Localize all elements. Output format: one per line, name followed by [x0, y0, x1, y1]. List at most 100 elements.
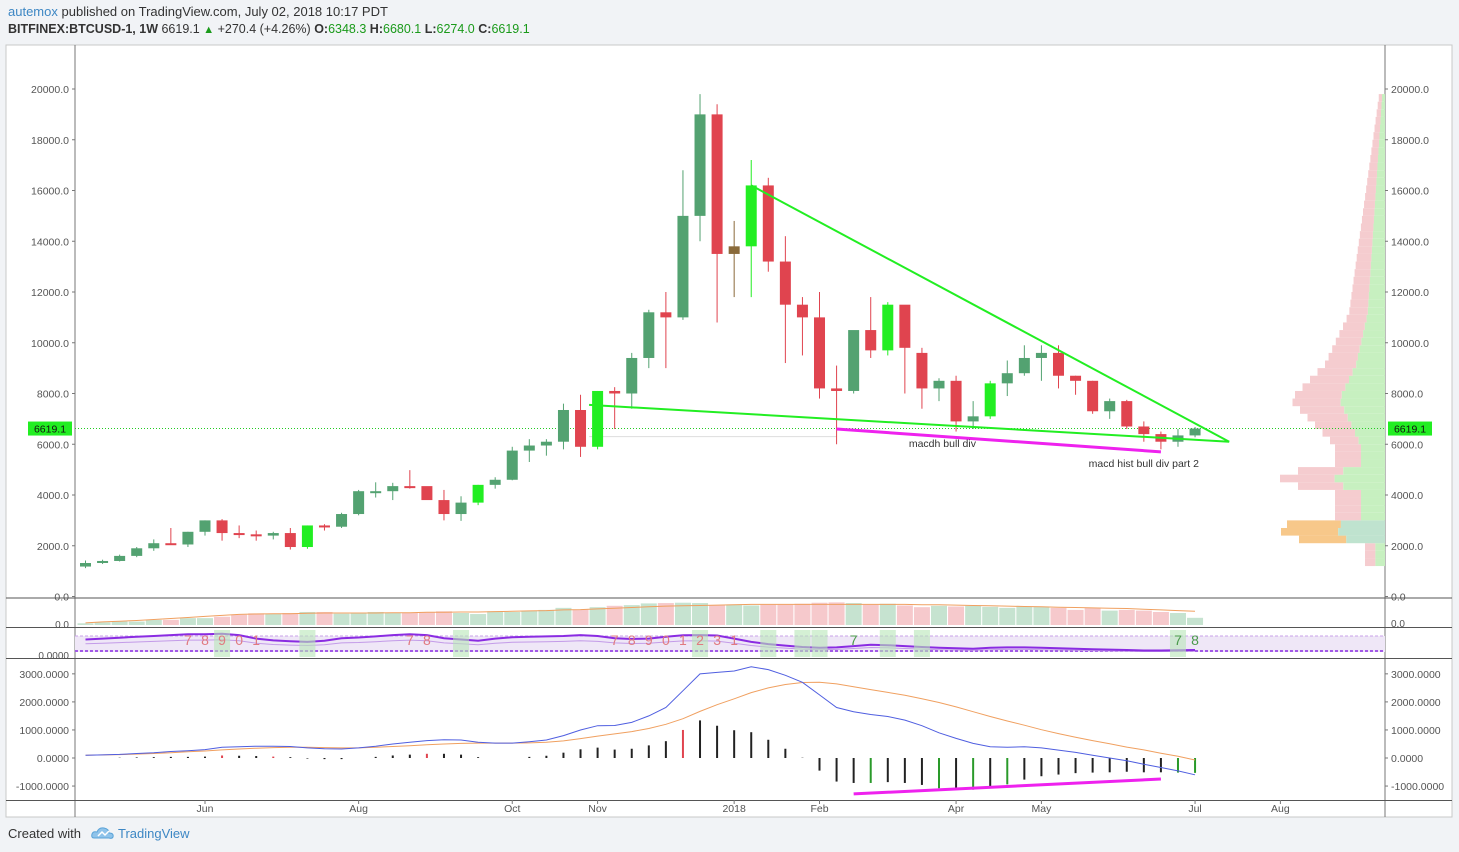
volume-profile-buy-row — [1359, 345, 1385, 353]
td-count-label: 8 — [423, 632, 431, 648]
volume-bar — [555, 607, 572, 625]
volume-profile-buy-row — [1357, 352, 1385, 361]
volume-profile-buy-row — [1343, 467, 1385, 475]
volume-profile-sell-row — [1295, 390, 1342, 399]
candle-body — [643, 312, 655, 358]
td-highlight — [214, 630, 231, 657]
price-tick-right: 20000.0 — [1391, 84, 1429, 96]
volume-profile-sell-row — [1339, 330, 1364, 338]
candle-body — [131, 548, 143, 556]
volume-profile-buy-row — [1369, 276, 1385, 285]
high-label: H: — [369, 22, 383, 36]
price-tick-left: 20000.0 — [31, 84, 69, 96]
volume-bar — [589, 607, 606, 625]
time-tick-label: Oct — [504, 803, 520, 815]
magenta-price-divergence — [836, 427, 1162, 454]
candle-body — [165, 543, 177, 546]
candle-body — [336, 514, 348, 527]
candle-body — [1035, 352, 1047, 358]
volume-profile-buy-row — [1370, 269, 1385, 277]
td-highlight — [1169, 630, 1186, 657]
price-tick-left: 4000.0 — [37, 490, 69, 502]
price-tick-left: 18000.0 — [31, 135, 69, 147]
volume-profile-buy-row — [1375, 193, 1385, 201]
volume-bar — [401, 612, 418, 625]
volume-profile-sell-row — [1335, 451, 1361, 460]
candle-body — [626, 357, 638, 394]
volume-bar — [77, 623, 94, 625]
candles — [80, 94, 1201, 569]
candle-body — [1104, 401, 1116, 412]
author-link[interactable]: autemox — [8, 4, 58, 19]
volume-bar — [487, 611, 504, 625]
td-count-label: 1 — [679, 632, 687, 648]
candle-body — [387, 486, 399, 492]
volume-profile-buy-row — [1373, 223, 1385, 232]
td-axis-label: 0.0000 — [38, 651, 69, 662]
tradingview-link[interactable]: TradingView — [118, 826, 190, 841]
volume-bar — [913, 607, 930, 625]
volume-profile-sell-row — [1368, 170, 1377, 178]
volume-profile-sell-row — [1298, 482, 1344, 490]
volume-profile-sell-row — [1280, 474, 1335, 483]
price-tick-left: 12000.0 — [31, 287, 69, 299]
footer: Created with TradingView — [8, 826, 190, 841]
volume-profile-sell-row — [1351, 292, 1369, 300]
candle-body — [489, 479, 501, 485]
candle-body — [592, 390, 604, 447]
published-text: published on TradingView.com, July 02, 2… — [61, 4, 388, 19]
volume-profile-sell-row — [1372, 139, 1379, 148]
volume-bar — [1050, 607, 1067, 625]
volume-bar — [845, 603, 862, 625]
td-count-label: 7 — [184, 632, 192, 648]
volume-profile-sell-row — [1330, 436, 1359, 445]
macd-tick-left: -1000.0000 — [16, 781, 69, 793]
volume-profile-sell-row — [1363, 208, 1375, 216]
volume-axis-label-right: 0.0 — [1391, 619, 1405, 630]
volume-profile-sell-row — [1376, 109, 1381, 117]
candle-body — [882, 304, 894, 351]
volume-profile-sell-row — [1346, 314, 1367, 323]
volume-profile-buy-row — [1370, 261, 1385, 270]
volume-profile-buy-row — [1361, 459, 1385, 468]
volume-profile-sell-row — [1377, 101, 1382, 110]
volume-profile-buy-row — [1349, 375, 1385, 384]
volume-profile-sell-row — [1365, 543, 1376, 551]
volume-profile-buy-row — [1381, 101, 1385, 110]
candle-body — [353, 491, 365, 515]
volume-profile-buy-row — [1351, 421, 1385, 430]
candle-body — [762, 185, 774, 262]
candle-body — [182, 531, 194, 545]
volume-profile-sell-row — [1335, 444, 1361, 452]
candle-body — [728, 246, 740, 254]
macd-tick-left: 2000.0000 — [19, 697, 69, 709]
volume-profile-buy-row — [1380, 109, 1385, 117]
td-count-label: 7 — [850, 632, 858, 648]
price-tick-right: 12000.0 — [1391, 287, 1429, 299]
volume-bar — [1084, 607, 1101, 625]
volume-profile-buy-row — [1340, 398, 1385, 407]
volume-profile-buy-row — [1373, 215, 1385, 224]
chart-annotation: macdh bull div — [909, 438, 977, 450]
time-tick-label: Jun — [197, 803, 214, 815]
candle-body — [796, 304, 808, 318]
volume-profile-buy-row — [1361, 505, 1385, 513]
volume-profile-sell-row — [1335, 512, 1361, 521]
volume-profile-buy-row — [1361, 451, 1385, 460]
volume-profile-sell-row — [1299, 535, 1347, 544]
macd-tick-left: 0.0000 — [37, 753, 69, 765]
td-main-line — [85, 632, 1196, 652]
volume-bar — [1016, 606, 1033, 625]
macd-tick-right: 3000.0000 — [1391, 669, 1441, 681]
volume-profile-sell-row — [1315, 421, 1352, 430]
volume-profile-buy-row — [1379, 124, 1385, 133]
volume-profile-buy-row — [1368, 299, 1385, 308]
volume-bar — [862, 604, 879, 625]
td-count-label: 0 — [662, 632, 670, 648]
volume-profile-buy-row — [1377, 162, 1385, 171]
price-tick-right: 16000.0 — [1391, 186, 1429, 198]
candle-body — [814, 317, 826, 389]
volume-bar — [418, 611, 435, 625]
volume-bar — [521, 610, 538, 625]
